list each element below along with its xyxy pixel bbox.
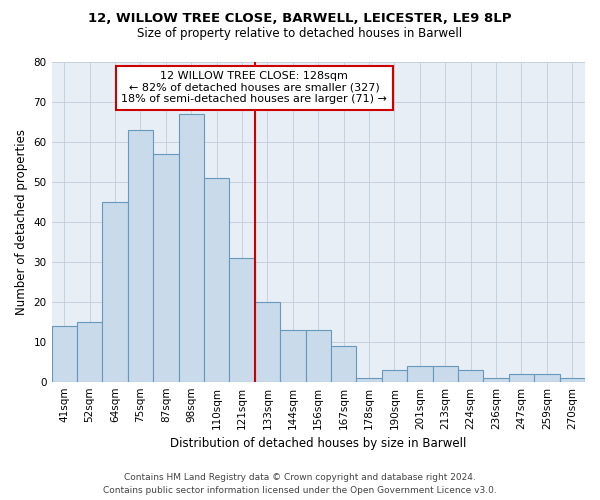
Bar: [484, 378, 509, 382]
Bar: [280, 330, 305, 382]
Bar: [433, 366, 458, 382]
Bar: [356, 378, 382, 382]
Bar: [305, 330, 331, 382]
Bar: [255, 302, 280, 382]
Bar: [407, 366, 433, 382]
Bar: [560, 378, 585, 382]
Y-axis label: Number of detached properties: Number of detached properties: [15, 128, 28, 314]
Bar: [382, 370, 407, 382]
Bar: [103, 202, 128, 382]
Bar: [509, 374, 534, 382]
Bar: [128, 130, 153, 382]
Bar: [179, 114, 204, 382]
Text: Size of property relative to detached houses in Barwell: Size of property relative to detached ho…: [137, 28, 463, 40]
Bar: [229, 258, 255, 382]
Text: 12, WILLOW TREE CLOSE, BARWELL, LEICESTER, LE9 8LP: 12, WILLOW TREE CLOSE, BARWELL, LEICESTE…: [88, 12, 512, 26]
Bar: [153, 154, 179, 382]
X-axis label: Distribution of detached houses by size in Barwell: Distribution of detached houses by size …: [170, 437, 466, 450]
Bar: [52, 326, 77, 382]
Bar: [458, 370, 484, 382]
Bar: [204, 178, 229, 382]
Bar: [331, 346, 356, 382]
Text: Contains HM Land Registry data © Crown copyright and database right 2024.
Contai: Contains HM Land Registry data © Crown c…: [103, 474, 497, 495]
Bar: [77, 322, 103, 382]
Text: 12 WILLOW TREE CLOSE: 128sqm
← 82% of detached houses are smaller (327)
18% of s: 12 WILLOW TREE CLOSE: 128sqm ← 82% of de…: [121, 71, 387, 104]
Bar: [534, 374, 560, 382]
